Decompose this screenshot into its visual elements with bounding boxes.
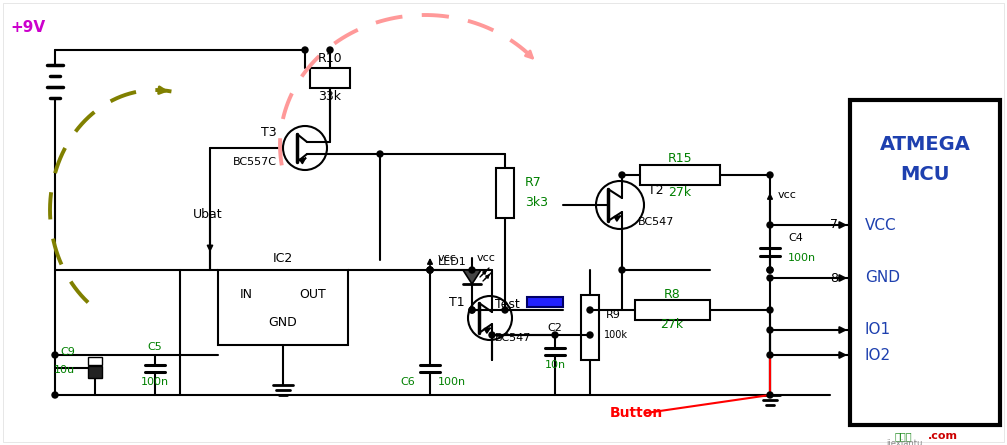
Circle shape (52, 392, 58, 398)
Text: BC547: BC547 (638, 217, 675, 227)
Text: R10: R10 (317, 52, 342, 65)
Polygon shape (463, 270, 481, 284)
Text: VCC: VCC (865, 218, 896, 232)
Text: C4: C4 (788, 233, 803, 243)
Text: 接线图: 接线图 (895, 431, 912, 441)
Bar (310, 68, 350, 88)
Circle shape (502, 307, 508, 313)
Text: 7: 7 (830, 218, 838, 231)
Text: C5: C5 (148, 342, 162, 352)
Text: BC547: BC547 (495, 333, 532, 343)
Text: C9: C9 (60, 347, 75, 357)
Text: vcc: vcc (477, 253, 495, 263)
Circle shape (427, 267, 433, 273)
Circle shape (767, 352, 773, 358)
Circle shape (427, 267, 433, 273)
Bar (218, 270, 348, 345)
Circle shape (587, 307, 593, 313)
Circle shape (767, 267, 773, 273)
Circle shape (552, 332, 558, 338)
Bar (88, 357, 102, 365)
Text: OUT: OUT (299, 288, 326, 302)
Text: .com: .com (928, 431, 958, 441)
Circle shape (619, 172, 625, 178)
Text: IN: IN (240, 288, 253, 302)
Text: 100n: 100n (438, 377, 466, 387)
Circle shape (767, 392, 773, 398)
Text: 3k3: 3k3 (525, 197, 548, 210)
Text: vcc: vcc (778, 190, 797, 200)
Text: C6: C6 (400, 377, 415, 387)
Text: R9: R9 (606, 310, 621, 320)
Text: 100n: 100n (788, 253, 816, 263)
Text: 8: 8 (830, 271, 838, 284)
Circle shape (427, 267, 433, 273)
Circle shape (52, 352, 58, 358)
Text: T1: T1 (449, 295, 465, 308)
Text: MCU: MCU (900, 166, 950, 185)
Text: +9V: +9V (10, 20, 45, 36)
Circle shape (767, 222, 773, 228)
Circle shape (767, 267, 773, 273)
Text: 27k: 27k (669, 186, 692, 198)
Bar (581, 295, 599, 360)
Text: R7: R7 (525, 177, 542, 190)
Text: GND: GND (865, 271, 900, 286)
Circle shape (302, 47, 308, 53)
Bar (496, 168, 514, 218)
Circle shape (767, 327, 773, 333)
Circle shape (489, 332, 495, 338)
Text: C2: C2 (548, 323, 563, 333)
Text: 100k: 100k (604, 330, 628, 340)
Circle shape (619, 267, 625, 273)
Text: 10n: 10n (545, 360, 566, 370)
Text: 27k: 27k (661, 319, 684, 332)
Text: 33k: 33k (318, 89, 341, 102)
Text: 10u: 10u (54, 365, 75, 375)
Circle shape (469, 267, 475, 273)
Circle shape (767, 275, 773, 281)
Text: LED1: LED1 (438, 257, 467, 267)
Text: GND: GND (269, 316, 297, 329)
Text: 100n: 100n (141, 377, 169, 387)
Circle shape (469, 307, 475, 313)
Bar (635, 300, 710, 320)
Text: ATMEGA: ATMEGA (879, 135, 971, 154)
Text: T2: T2 (648, 183, 664, 197)
Bar (640, 165, 720, 185)
Text: Ubat: Ubat (193, 209, 223, 222)
Circle shape (469, 307, 475, 313)
Circle shape (327, 47, 333, 53)
Text: Button: Button (610, 406, 664, 420)
Text: IC2: IC2 (273, 251, 293, 264)
Bar (850, 100, 1000, 425)
Bar (527, 297, 563, 307)
Text: jiexiantu: jiexiantu (886, 438, 922, 445)
Text: Test: Test (495, 299, 520, 312)
Text: IO2: IO2 (865, 348, 891, 363)
Text: R8: R8 (664, 288, 681, 302)
Circle shape (767, 172, 773, 178)
Circle shape (767, 307, 773, 313)
Text: T3: T3 (262, 126, 277, 139)
Circle shape (377, 151, 383, 157)
Text: BC557C: BC557C (233, 157, 277, 167)
Bar (88, 366, 102, 378)
Circle shape (587, 332, 593, 338)
Text: IO1: IO1 (865, 323, 891, 337)
Text: vcc: vcc (438, 253, 457, 263)
Text: R15: R15 (668, 151, 693, 165)
